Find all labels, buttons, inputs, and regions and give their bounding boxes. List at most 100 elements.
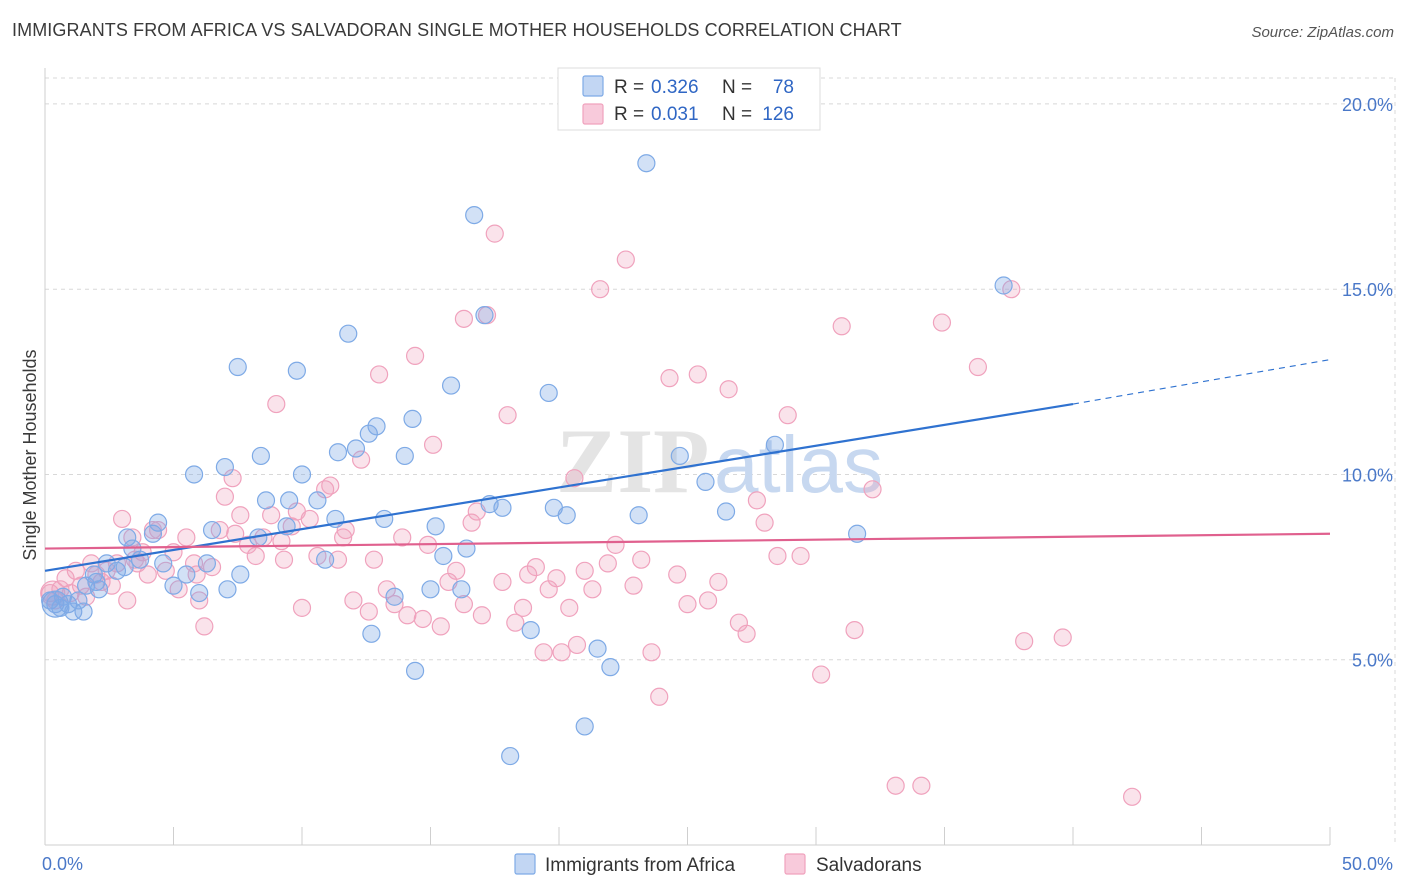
data-point (202, 520, 222, 540)
data-point (300, 509, 319, 529)
data-point (863, 480, 882, 499)
data-point (598, 554, 617, 573)
data-point (346, 439, 366, 458)
data-point (74, 602, 93, 621)
data-point (190, 591, 209, 610)
data-point (629, 506, 648, 525)
legend-r-label-2: R = (614, 104, 644, 125)
data-point (398, 606, 417, 625)
data-point (148, 513, 168, 532)
data-point (454, 309, 474, 328)
x-tick-label-min: 0.0% (42, 854, 83, 874)
data-point (195, 617, 214, 636)
bottom-legend-label-salvadorans: Salvadorans (816, 855, 922, 876)
data-point (413, 609, 432, 629)
data-point (506, 613, 525, 632)
data-point (292, 598, 312, 617)
data-point (650, 687, 669, 706)
data-point (423, 435, 443, 454)
data-point (791, 546, 810, 566)
axes (44, 68, 1331, 846)
data-point (588, 639, 607, 658)
data-point (498, 406, 517, 425)
data-point (64, 602, 83, 621)
data-point (328, 443, 348, 462)
data-point (519, 565, 538, 584)
data-point (501, 746, 520, 766)
legend-swatch-pink (582, 103, 604, 125)
data-point (755, 513, 774, 532)
data-point (362, 624, 381, 643)
data-point (1053, 628, 1072, 647)
data-point (375, 509, 394, 529)
data-point-cluster (41, 590, 69, 618)
bottom-legend-swatch-pink (784, 853, 806, 875)
data-point (287, 361, 306, 380)
data-point (624, 576, 643, 595)
data-point (218, 580, 237, 599)
data-point (601, 658, 620, 677)
data-point (364, 550, 384, 569)
data-point (431, 617, 450, 636)
data-point (637, 154, 656, 173)
data-point (228, 357, 247, 377)
y-tick-label: 15.0% (1342, 280, 1393, 300)
data-point (118, 591, 137, 610)
data-point (274, 550, 294, 569)
data-point (256, 491, 276, 510)
x-tick-label-max: 50.0% (1342, 854, 1393, 874)
data-point (71, 576, 91, 595)
legend-n-value-1: 78 (773, 77, 794, 98)
data-point (215, 487, 234, 506)
data-point (567, 635, 587, 655)
data-point (886, 776, 905, 795)
data-point (994, 276, 1013, 295)
watermark-atlas: atlas (714, 420, 883, 509)
data-point (454, 595, 474, 614)
data-point (115, 558, 134, 577)
data-point (560, 598, 579, 617)
data-point (359, 602, 378, 621)
data-point (251, 446, 270, 466)
watermark-zip: ZIP (556, 410, 709, 512)
data-point (583, 580, 602, 599)
data-point (405, 346, 425, 365)
data-point (316, 550, 335, 569)
source-credit: Source: ZipAtlas.com (1251, 24, 1394, 41)
data-point (912, 776, 931, 795)
data-point (339, 324, 358, 343)
chart-title: IMMIGRANTS FROM AFRICA VS SALVADORAN SIN… (12, 20, 902, 40)
data-point (143, 524, 163, 543)
data-point (328, 550, 348, 569)
data-point (472, 606, 491, 625)
data-point (493, 498, 512, 517)
legend-swatch-blue (582, 75, 604, 97)
data-point (89, 580, 109, 599)
y-tick-label: 10.0% (1342, 465, 1393, 485)
data-point (231, 506, 250, 525)
data-point (344, 591, 363, 610)
data-point (280, 491, 299, 510)
data-point (267, 394, 286, 414)
data-point (231, 565, 250, 584)
legend-n-label-1: N = (722, 77, 752, 98)
data-point (778, 406, 797, 425)
y-tick-label: 5.0% (1352, 651, 1393, 671)
legend-box: R = 0.326 N = 78 R = 0.031 N = 126 (557, 67, 821, 131)
y-tick-labels: 5.0% 10.0% 15.0% 20.0% (1342, 95, 1393, 671)
data-point (164, 576, 183, 595)
data-point (112, 509, 132, 529)
data-point (565, 469, 584, 488)
data-point (334, 528, 353, 547)
y-tick-label: 20.0% (1342, 95, 1393, 115)
data-point (1123, 787, 1142, 806)
data-point (367, 417, 386, 436)
data-point (812, 665, 831, 684)
data-point (87, 572, 106, 592)
data-point (591, 280, 610, 299)
bottom-legend: Immigrants from Africa Salvadorans (514, 853, 922, 876)
trend-line-africa (44, 402, 1074, 572)
legend-r-value-1: 0.326 (651, 77, 699, 98)
trend-line-salvadorans (44, 532, 1331, 550)
